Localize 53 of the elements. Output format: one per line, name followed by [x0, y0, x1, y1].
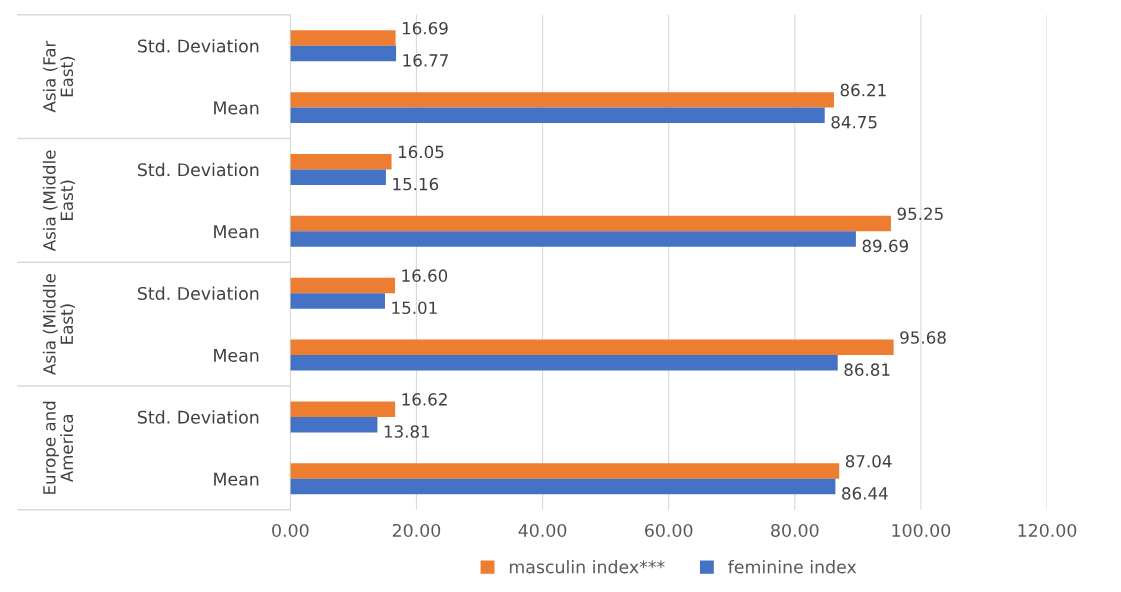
- bar: [290, 416, 378, 433]
- y-tick-label: Std. Deviation: [138, 286, 259, 301]
- data-label: 16.69: [402, 21, 448, 35]
- text: Asia (Middle East): [42, 150, 76, 252]
- legend-label: feminine index: [728, 559, 857, 574]
- bar: [290, 478, 836, 495]
- bar: [290, 293, 385, 309]
- bar: [290, 339, 894, 356]
- bar: [290, 169, 386, 185]
- data-label: 86.21: [840, 83, 886, 97]
- x-tick-label: 0.00: [272, 523, 309, 538]
- x-tick-label: 20.00: [392, 523, 441, 538]
- data-label: 89.69: [862, 239, 908, 253]
- x-tick-label: 100.00: [892, 523, 951, 538]
- y-tick-label: Mean: [214, 225, 259, 239]
- y-tick-label: Std. Deviation: [138, 39, 259, 53]
- x-tick-label: 60.00: [645, 523, 693, 538]
- data-label: 16.60: [402, 269, 448, 282]
- bar: [290, 153, 392, 170]
- text: Europe and America: [42, 401, 74, 494]
- y-tick-label: Mean: [214, 472, 259, 486]
- data-label: 95.68: [900, 331, 946, 344]
- bar: [290, 277, 396, 294]
- data-label: 15.16: [393, 177, 439, 191]
- bar: [290, 30, 396, 46]
- y-tick-label: Std. Deviation: [138, 410, 259, 424]
- y-tick-label: Std. Deviation: [138, 162, 259, 177]
- bar: [290, 231, 856, 247]
- bar: [290, 92, 834, 108]
- data-label: 86.44: [842, 487, 888, 500]
- bar: [290, 355, 838, 371]
- data-label: 15.01: [392, 301, 437, 315]
- x-tick-label: 120.00: [1018, 523, 1077, 538]
- x-tick-label: 40.00: [518, 523, 567, 538]
- x-tick-label: 80.00: [771, 523, 819, 538]
- data-label: 13.81: [384, 425, 430, 438]
- data-label: 16.05: [398, 145, 444, 159]
- bar: [290, 45, 397, 62]
- bar: [290, 463, 840, 479]
- data-label: 84.75: [831, 115, 877, 129]
- y-tick-label: Mean: [214, 101, 259, 115]
- legend-label: masculin index***: [509, 559, 665, 574]
- bar: [290, 107, 825, 124]
- data-label: 87.04: [845, 454, 892, 468]
- data-label: 86.81: [844, 363, 890, 376]
- bar: [290, 401, 396, 417]
- y-tick-label: Mean: [214, 348, 259, 362]
- text: Asia (Middle East): [42, 274, 76, 375]
- data-label: 95.25: [897, 207, 943, 221]
- data-label: 16.77: [403, 54, 448, 67]
- data-label: 16.62: [402, 393, 447, 406]
- text: Asia (Far East): [42, 40, 76, 113]
- bar: [290, 215, 891, 232]
